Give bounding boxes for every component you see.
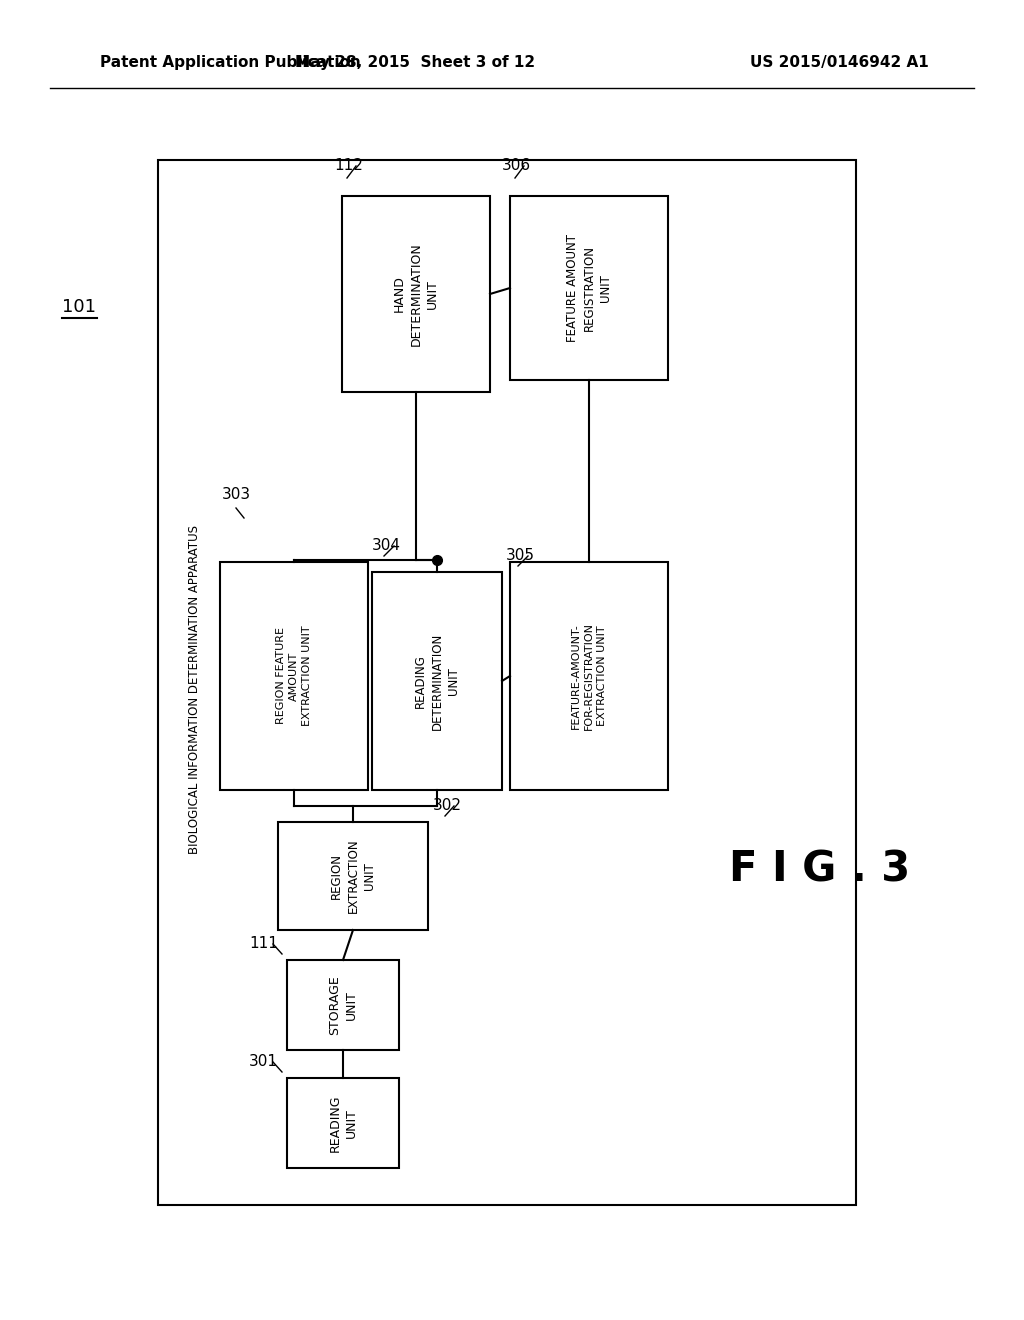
- Text: FEATURE-AMOUNT-
FOR-REGISTRATION
EXTRACTION UNIT: FEATURE-AMOUNT- FOR-REGISTRATION EXTRACT…: [571, 622, 607, 730]
- Text: May 28, 2015  Sheet 3 of 12: May 28, 2015 Sheet 3 of 12: [295, 54, 536, 70]
- Bar: [510, 562, 668, 789]
- Text: REGION
EXTRACTION
UNIT: REGION EXTRACTION UNIT: [330, 838, 376, 913]
- Text: F I G . 3: F I G . 3: [729, 849, 910, 891]
- Text: 112: 112: [334, 158, 362, 173]
- Text: 304: 304: [372, 539, 401, 553]
- Text: 302: 302: [433, 799, 462, 813]
- Bar: [158, 160, 856, 1205]
- Text: 306: 306: [502, 158, 531, 173]
- Bar: [342, 195, 490, 392]
- Text: HAND
DETERMINATION
UNIT: HAND DETERMINATION UNIT: [393, 242, 439, 346]
- Bar: [278, 822, 428, 931]
- Text: STORAGE
UNIT: STORAGE UNIT: [329, 975, 357, 1035]
- Bar: [510, 195, 668, 380]
- Text: US 2015/0146942 A1: US 2015/0146942 A1: [750, 54, 929, 70]
- Text: FEATURE AMOUNT
REGISTRATION
UNIT: FEATURE AMOUNT REGISTRATION UNIT: [566, 234, 612, 342]
- Text: BIOLOGICAL INFORMATION DETERMINATION APPARATUS: BIOLOGICAL INFORMATION DETERMINATION APP…: [188, 525, 202, 854]
- Bar: [287, 960, 399, 1049]
- Text: REGION FEATURE
AMOUNT
EXTRACTION UNIT: REGION FEATURE AMOUNT EXTRACTION UNIT: [276, 626, 311, 726]
- Bar: [372, 572, 502, 789]
- Bar: [287, 1078, 399, 1168]
- Bar: [220, 562, 368, 789]
- Text: 301: 301: [249, 1055, 278, 1069]
- Text: READING
UNIT: READING UNIT: [329, 1094, 357, 1152]
- Text: 111: 111: [249, 936, 278, 952]
- Text: 305: 305: [506, 549, 535, 564]
- Text: 303: 303: [222, 487, 251, 502]
- Text: 101: 101: [62, 298, 96, 315]
- Text: Patent Application Publication: Patent Application Publication: [100, 54, 360, 70]
- Text: READING
DETERMINATION
UNIT: READING DETERMINATION UNIT: [414, 632, 460, 730]
